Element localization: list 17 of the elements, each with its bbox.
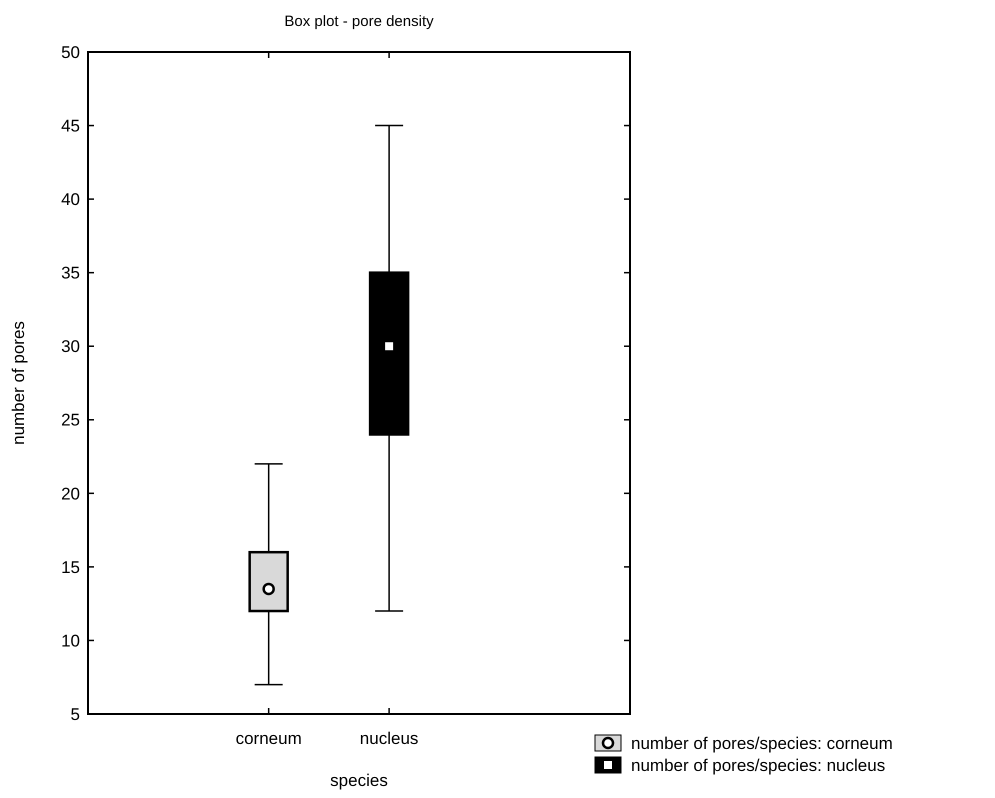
y-tick-label: 30: [61, 337, 80, 356]
x-tick-label: nucleus: [360, 729, 418, 748]
y-tick-label: 35: [61, 264, 80, 283]
y-tick-label: 25: [61, 410, 80, 430]
chart-title: Box plot - pore density: [284, 13, 434, 30]
y-tick-label: 45: [61, 116, 80, 136]
legend-label: number of pores/species: corneum: [631, 734, 893, 753]
y-tick-label: 15: [61, 558, 80, 577]
x-axis-title: species: [330, 771, 388, 790]
x-tick-label: corneum: [236, 729, 302, 748]
y-tick-label: 50: [61, 42, 80, 62]
y-tick-label: 40: [61, 190, 80, 210]
y-tick-label: 10: [61, 631, 80, 650]
y-tick-label: 5: [70, 704, 80, 724]
legend-label: number of pores/species: nucleus: [631, 756, 886, 775]
y-axis-title: number of pores: [9, 321, 28, 445]
y-tick-label: 20: [61, 484, 80, 504]
